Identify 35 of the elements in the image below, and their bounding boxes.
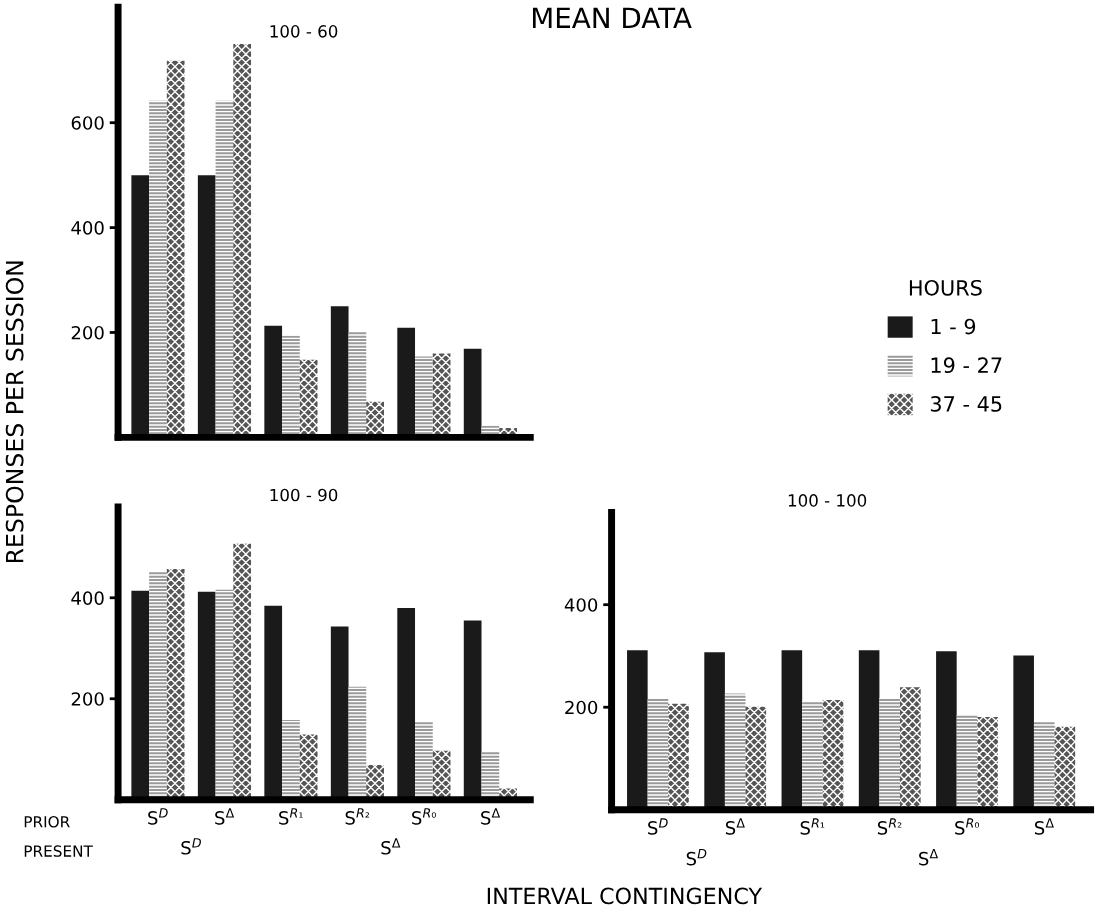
legend-label: 19 - 27 xyxy=(931,357,1002,374)
text: S$^{Δ}$ xyxy=(381,838,401,855)
y-tick-label: 400 xyxy=(71,221,104,235)
x-tick-label: S$^{R₀}$ xyxy=(955,818,980,835)
legend-title: HOURS xyxy=(909,279,982,296)
text: PRESENT xyxy=(24,845,93,857)
x-tick-label: S$^{R₁}$ xyxy=(279,808,303,825)
x-tick-label: S$^{R₁}$ xyxy=(800,818,825,835)
x-tick-label: S$^{Δ}$ xyxy=(481,808,501,825)
text: S$^{D}$ xyxy=(686,849,707,866)
text: S$^{D}$ xyxy=(181,838,201,855)
chart-subtitle: 100 - 100 xyxy=(788,494,867,507)
x-tick-label: S$^{D}$ xyxy=(648,818,668,835)
y-tick-label: 200 xyxy=(71,325,104,340)
y-tick-label: 200 xyxy=(565,700,598,715)
y-tick-label: 400 xyxy=(564,598,598,612)
text: S$^{Δ}$ xyxy=(919,849,939,866)
legend-label: 1 - 9 xyxy=(931,318,976,335)
x-tick-label: S$^{Δ}$ xyxy=(215,808,235,825)
y-tick-label: 600 xyxy=(71,116,104,130)
x-axis-title: INTERVAL CONTINGENCY xyxy=(487,887,763,905)
legend-label: 37 - 45 xyxy=(930,396,1002,412)
text: MEAN DATA xyxy=(532,7,692,28)
y-axis-title: RESPONSES PER SESSION xyxy=(5,261,24,563)
x-tick-label: S$^{R₂}$ xyxy=(345,808,370,825)
chart-subtitle: 100 - 90 xyxy=(270,488,338,502)
x-tick-label: S$^{R₂}$ xyxy=(877,818,902,835)
x-tick-label: S$^{R₀}$ xyxy=(412,808,436,825)
x-tick-label: S$^{D}$ xyxy=(148,808,168,825)
x-tick-label: S$^{Δ}$ xyxy=(1034,818,1054,835)
text: 100 - 60 xyxy=(270,25,338,38)
y-tick-label: 400 xyxy=(71,591,104,605)
text: PRIOR xyxy=(24,816,70,828)
y-tick-label: 200 xyxy=(71,692,104,706)
x-tick-label: S$^{Δ}$ xyxy=(725,818,745,835)
